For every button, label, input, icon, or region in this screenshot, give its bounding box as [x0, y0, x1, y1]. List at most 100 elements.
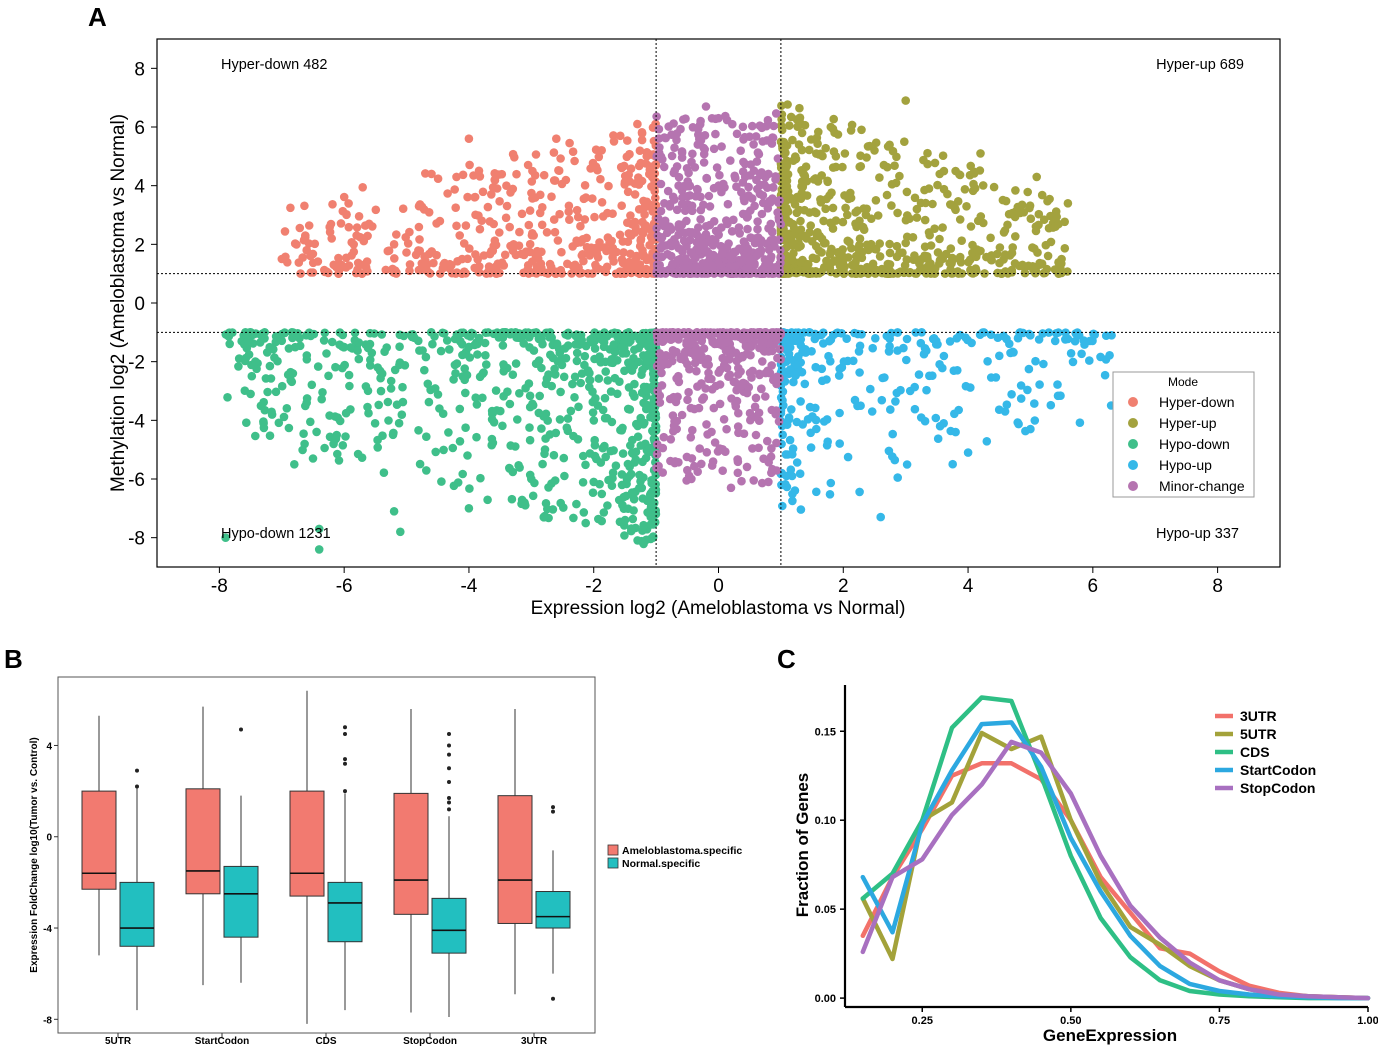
scatter-point [718, 247, 727, 257]
scatter-point [821, 143, 830, 153]
scatter-point [694, 223, 703, 232]
scatter-point [398, 382, 407, 392]
panel-a-x-label: Expression log2 (Ameloblastoma vs Normal… [531, 598, 906, 619]
x-tick-label: 4 [963, 576, 974, 597]
scatter-point [259, 423, 269, 433]
scatter-point [731, 329, 740, 338]
legend-marker [1128, 439, 1138, 449]
scatter-point [826, 122, 836, 132]
scatter-point [671, 394, 680, 404]
scatter-point [786, 465, 796, 475]
scatter-point [699, 393, 709, 402]
scatter-point [1039, 359, 1048, 369]
scatter-point [320, 443, 329, 453]
scatter-point [703, 328, 712, 337]
scatter-point [628, 449, 638, 458]
scatter-point [521, 383, 530, 393]
scatter-point [829, 114, 838, 124]
scatter-point [306, 417, 315, 427]
panel-a-x-ticks: -8 -6 -4 -2 0 2 4 6 8 [211, 567, 1223, 597]
panel-a-points [221, 96, 1116, 554]
scatter-point [826, 478, 836, 488]
scatter-point [432, 219, 441, 228]
scatter-point [751, 430, 761, 440]
panel-label-a: A [88, 2, 107, 32]
box-outlier [551, 996, 555, 1001]
y-tick-label: 6 [134, 118, 145, 139]
x-tick-label: -4 [460, 576, 477, 597]
scatter-point [1046, 211, 1055, 221]
scatter-point [808, 412, 817, 421]
scatter-point [993, 268, 1002, 278]
scatter-point [712, 339, 722, 349]
scatter-point [353, 346, 362, 356]
scatter-point [609, 257, 618, 266]
scatter-point [804, 145, 814, 155]
scatter-point [286, 203, 295, 213]
scatter-point [935, 360, 944, 369]
scatter-point [780, 170, 789, 179]
scatter-point [924, 228, 934, 237]
scatter-point [709, 403, 719, 413]
scatter-point [823, 177, 832, 187]
scatter-point [279, 412, 289, 422]
legend-items: Hyper-down Hyper-up Hypo-down Hypo-up Minor-… [1128, 394, 1245, 494]
scatter-point [259, 417, 268, 426]
scatter-point [878, 373, 887, 383]
scatter-point [1050, 336, 1060, 346]
scatter-point [953, 197, 963, 206]
scatter-point [773, 208, 782, 217]
panel-a-y-label: Methylation log2 (Ameloblastoma vs Norma… [108, 114, 129, 492]
scatter-point [804, 260, 813, 269]
box-body [393, 792, 429, 915]
scatter-point [561, 353, 571, 363]
scatter-point [1014, 419, 1023, 429]
scatter-point [811, 241, 821, 251]
scatter-point [597, 198, 607, 207]
scatter-point [1043, 196, 1052, 206]
legend-label: 5UTR [1240, 726, 1277, 742]
scatter-point [926, 268, 935, 278]
scatter-point [931, 336, 941, 346]
scatter-point [762, 121, 771, 131]
scatter-point [659, 432, 669, 442]
scatter-point [443, 189, 452, 198]
scatter-point [539, 170, 549, 180]
scatter-point [637, 135, 647, 145]
scatter-point [542, 228, 552, 237]
scatter-point [439, 445, 448, 455]
scatter-point [789, 224, 799, 233]
scatter-point [476, 473, 485, 483]
scatter-point [431, 447, 441, 457]
scatter-point [615, 230, 625, 240]
scatter-point [969, 179, 978, 189]
scatter-point [854, 347, 864, 356]
scatter-point [946, 244, 956, 253]
scatter-point [722, 115, 732, 125]
scatter-point [672, 205, 682, 215]
scatter-point [320, 328, 330, 338]
scatter-point [561, 330, 570, 339]
scatter-point [294, 258, 304, 267]
scatter-point [635, 269, 644, 279]
legend-swatch [607, 857, 619, 869]
scatter-point [444, 428, 453, 437]
scatter-point [487, 190, 496, 199]
scatter-point [758, 137, 767, 146]
scatter-point [488, 438, 498, 448]
scatter-point [318, 388, 327, 397]
scatter-point [367, 348, 377, 358]
scatter-point [925, 371, 934, 381]
scatter-point [867, 214, 876, 223]
scatter-point [892, 388, 902, 398]
scatter-point [543, 504, 552, 514]
scatter-point [812, 487, 821, 497]
scatter-point [648, 532, 658, 541]
scatter-point [599, 508, 609, 517]
scatter-point [572, 205, 582, 215]
x-tick-label: 0 [713, 576, 724, 597]
scatter-point [594, 374, 604, 383]
scatter-point [682, 476, 691, 485]
scatter-point [708, 385, 717, 394]
scatter-point [887, 201, 896, 210]
